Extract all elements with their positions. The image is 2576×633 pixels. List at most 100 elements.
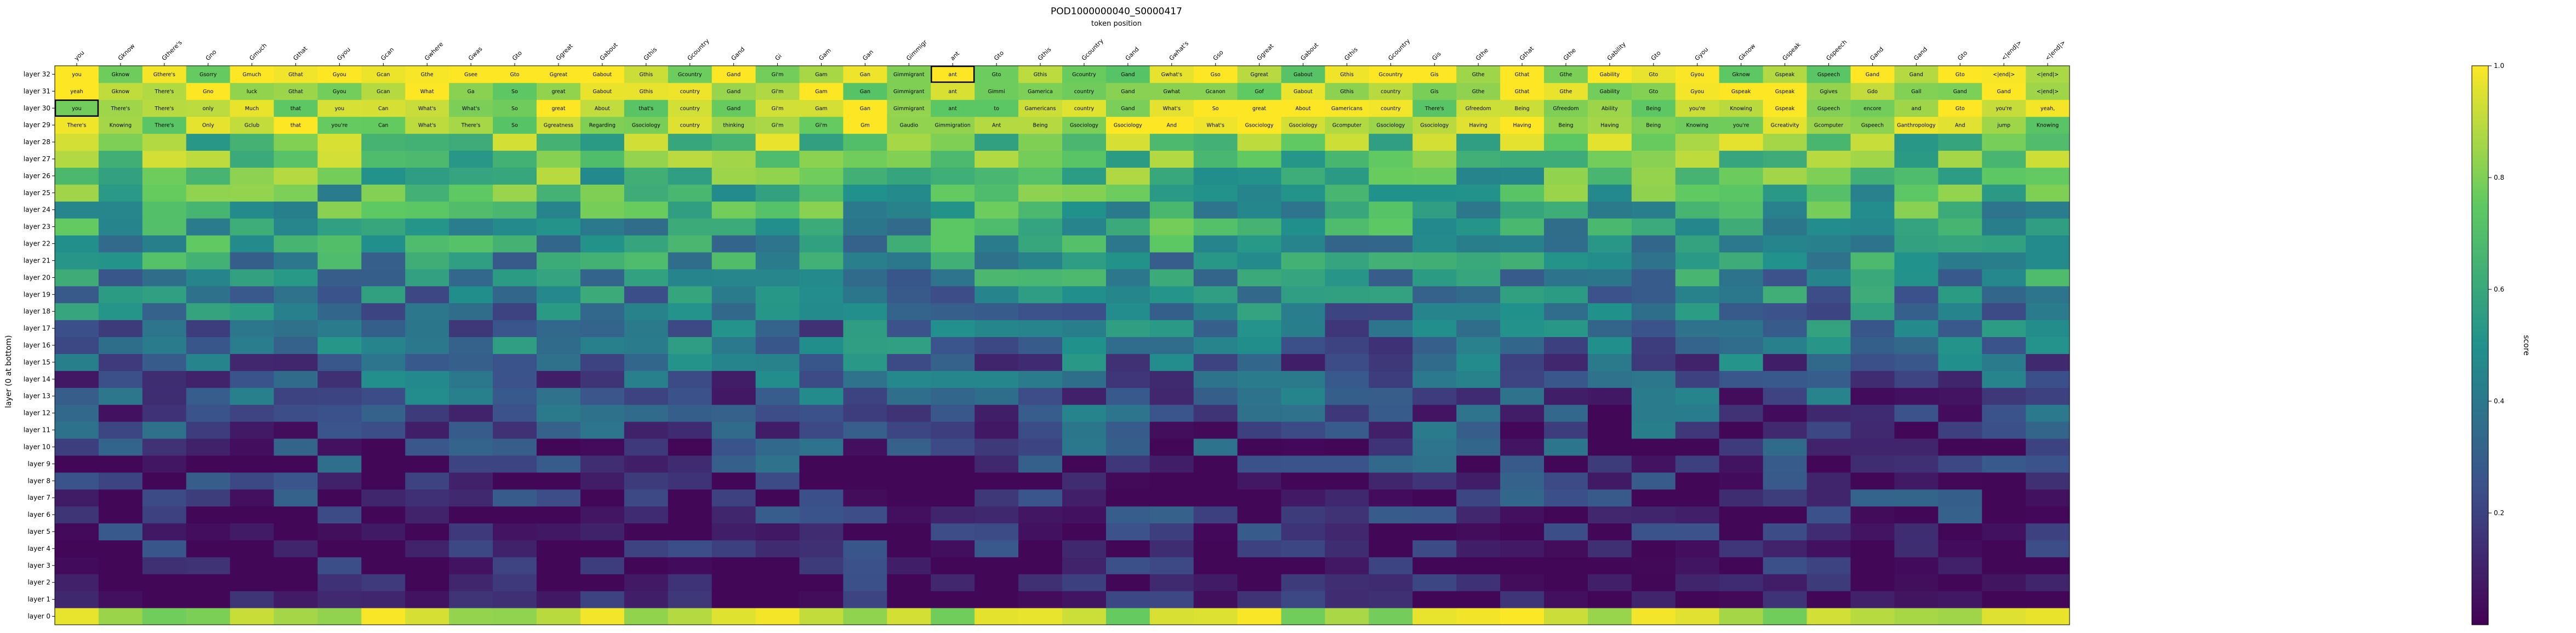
heatmap-cell <box>668 133 713 151</box>
heatmap-cell <box>1369 608 1413 625</box>
heatmap-cell <box>1149 218 1194 236</box>
heatmap-cell <box>974 66 1019 83</box>
heatmap-cell <box>2026 66 2070 83</box>
heatmap-cell <box>799 370 844 388</box>
heatmap-cell <box>1806 404 1851 422</box>
heatmap-cell <box>1719 337 1764 354</box>
cell-label: Gthe <box>1472 72 1485 78</box>
cell-label: Gspeak <box>1775 72 1795 78</box>
heatmap-cell <box>711 540 756 557</box>
heatmap-cell <box>449 337 493 354</box>
heatmap-cell <box>1105 252 1150 270</box>
heatmap-cell <box>449 66 493 83</box>
heatmap-cell <box>1631 167 1676 185</box>
heatmap-cell <box>1675 574 1720 591</box>
heatmap-cell <box>1544 337 1588 354</box>
heatmap-cell <box>55 438 99 456</box>
heatmap-cell <box>1456 489 1501 507</box>
x-tick-label: Gso <box>1212 49 1225 62</box>
heatmap-cell <box>405 167 449 185</box>
heatmap-cell <box>755 116 800 134</box>
heatmap-cell <box>1806 506 1851 524</box>
cell-label: Knowing <box>1686 123 1708 129</box>
heatmap-cell <box>361 608 406 625</box>
heatmap-cell <box>98 353 143 371</box>
heatmap-cell <box>799 320 844 338</box>
heatmap-cell <box>887 286 931 304</box>
heatmap-cell <box>449 421 493 439</box>
heatmap-cell <box>1105 184 1150 202</box>
cell-label: Being <box>1646 106 1661 112</box>
heatmap-cell <box>1763 489 1808 507</box>
cell-label: Gability <box>1600 72 1620 78</box>
heatmap-cell <box>1500 506 1545 524</box>
heatmap-cell <box>1237 489 1282 507</box>
heatmap-cell <box>799 201 844 219</box>
heatmap-cell <box>1149 404 1194 422</box>
heatmap-cell <box>1325 489 1369 507</box>
heatmap-cell <box>1587 252 1632 270</box>
heatmap-cell <box>405 269 449 287</box>
heatmap-cell <box>1806 303 1851 321</box>
heatmap-cell <box>449 150 493 168</box>
heatmap-cell <box>755 523 800 540</box>
heatmap-cell <box>1938 133 1982 151</box>
heatmap-cell <box>1325 99 1369 117</box>
heatmap-cell <box>230 116 275 134</box>
heatmap-cell <box>98 472 143 490</box>
heatmap-cell <box>1675 269 1720 287</box>
x-tick-label: Ggreat <box>1256 42 1275 62</box>
cell-label: Gto <box>1649 72 1658 78</box>
heatmap-cell <box>1719 269 1764 287</box>
heatmap-cell <box>1587 438 1632 456</box>
heatmap-cell <box>1719 387 1764 405</box>
heatmap-cell <box>55 150 99 168</box>
heatmap-cell <box>230 252 275 270</box>
heatmap-cell <box>1631 337 1676 354</box>
y-tick-label: layer 29 <box>24 121 50 129</box>
heatmap-cell <box>711 523 756 540</box>
heatmap-cell <box>1018 353 1063 371</box>
heatmap-cell <box>230 201 275 219</box>
cell-label: you're <box>1733 123 1749 129</box>
heatmap-cell <box>1719 591 1764 608</box>
heatmap-cell <box>1982 455 2026 473</box>
heatmap-cell <box>799 574 844 591</box>
heatmap-cell <box>230 82 275 100</box>
heatmap-cell <box>98 116 143 134</box>
heatmap-cell <box>1281 523 1325 540</box>
cell-label: Gno <box>203 89 213 95</box>
heatmap-cell <box>142 167 187 185</box>
heatmap-cell <box>668 608 713 625</box>
x-tick-label: Gand <box>1868 45 1885 62</box>
heatmap-cell <box>1544 438 1588 456</box>
heatmap-cell <box>537 370 581 388</box>
heatmap-cell <box>186 608 231 625</box>
cell-label: Having <box>1513 123 1531 129</box>
cell-label: Gand <box>1121 72 1135 78</box>
heatmap-cell <box>580 387 625 405</box>
colorbar-tick-label: 0.6 <box>2494 286 2504 293</box>
heatmap-cell <box>273 269 318 287</box>
heatmap-cell <box>98 66 143 83</box>
cell-label: Gthe <box>1472 89 1485 95</box>
heatmap-cell <box>1281 116 1325 134</box>
heatmap-cell <box>1806 167 1851 185</box>
heatmap-cell <box>186 235 231 253</box>
heatmap-cell <box>711 438 756 456</box>
heatmap-cell <box>273 591 318 608</box>
heatmap-cell <box>1237 557 1282 574</box>
heatmap-cell <box>493 353 537 371</box>
heatmap-cell <box>142 438 187 456</box>
heatmap-cell <box>230 133 275 151</box>
heatmap-cell <box>449 523 493 540</box>
heatmap-cell <box>668 201 713 219</box>
y-tick-label: layer 13 <box>24 392 50 400</box>
heatmap-cell <box>405 404 449 422</box>
heatmap-cell <box>1237 116 1282 134</box>
heatmap-cell <box>1938 387 1982 405</box>
heatmap-cell <box>1631 370 1676 388</box>
heatmap-cell <box>1719 557 1764 574</box>
heatmap-cell <box>361 337 406 354</box>
heatmap-cell <box>142 116 187 134</box>
